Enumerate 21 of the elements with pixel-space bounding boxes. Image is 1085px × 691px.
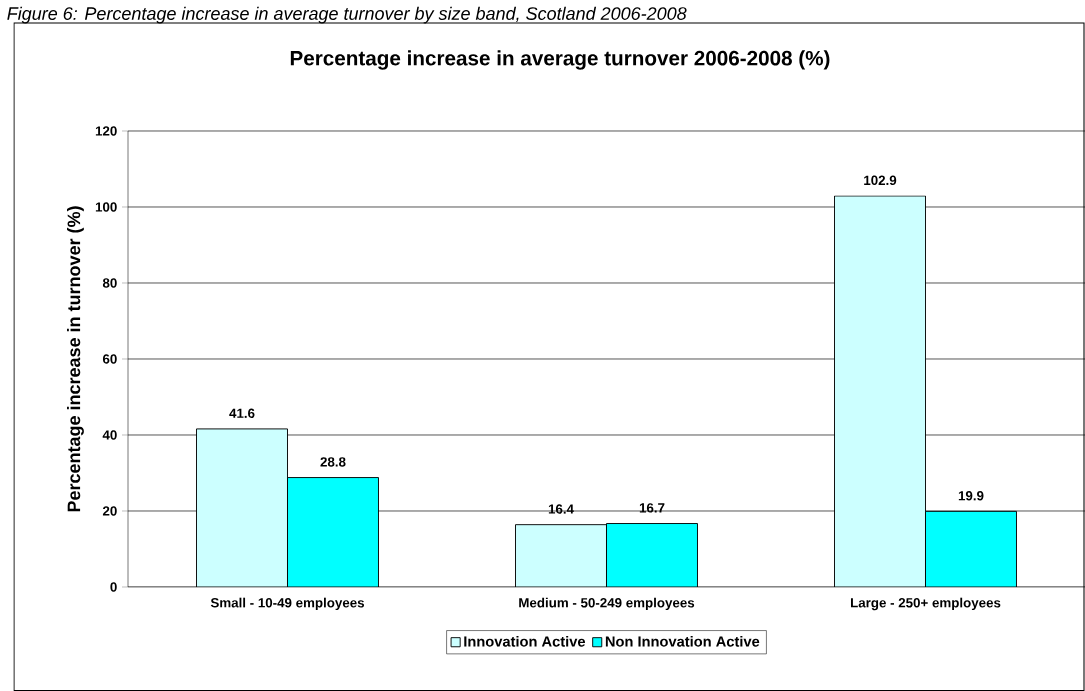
data-label: 16.7 bbox=[639, 503, 665, 513]
y-tick-label: 60 bbox=[102, 354, 117, 364]
y-tick-label: 80 bbox=[102, 278, 117, 288]
data-label: 41.6 bbox=[229, 408, 255, 418]
chart-title: Percentage increase in average turnover 2006-2008 (%) bbox=[290, 50, 830, 70]
x-tick-label: Small - 10-49 employees bbox=[210, 597, 365, 611]
y-tick-label: 100 bbox=[95, 202, 117, 212]
legend-label: Non Innovation Active bbox=[605, 635, 760, 647]
x-tick-label: Large - 250+ employees bbox=[850, 597, 1001, 611]
caption: Figure 6: Percentage increase in average turnover by size band, Scotland 2006-2008 bbox=[7, 6, 687, 24]
y-tick-label: 120 bbox=[95, 126, 117, 136]
y-axis-title: Percentage increase in turnover (%) bbox=[67, 206, 84, 512]
y-tick-label: 20 bbox=[102, 506, 117, 516]
legend-label: Innovation Active bbox=[464, 635, 586, 647]
data-label: 19.9 bbox=[958, 491, 984, 501]
data-label: 102.9 bbox=[864, 175, 897, 186]
data-label: 16.4 bbox=[548, 504, 574, 514]
y-tick-label: 0 bbox=[110, 582, 117, 592]
data-label: 28.8 bbox=[320, 457, 346, 467]
y-tick-label: 40 bbox=[102, 430, 117, 440]
x-tick-label: Medium - 50-249 employees bbox=[519, 597, 695, 611]
